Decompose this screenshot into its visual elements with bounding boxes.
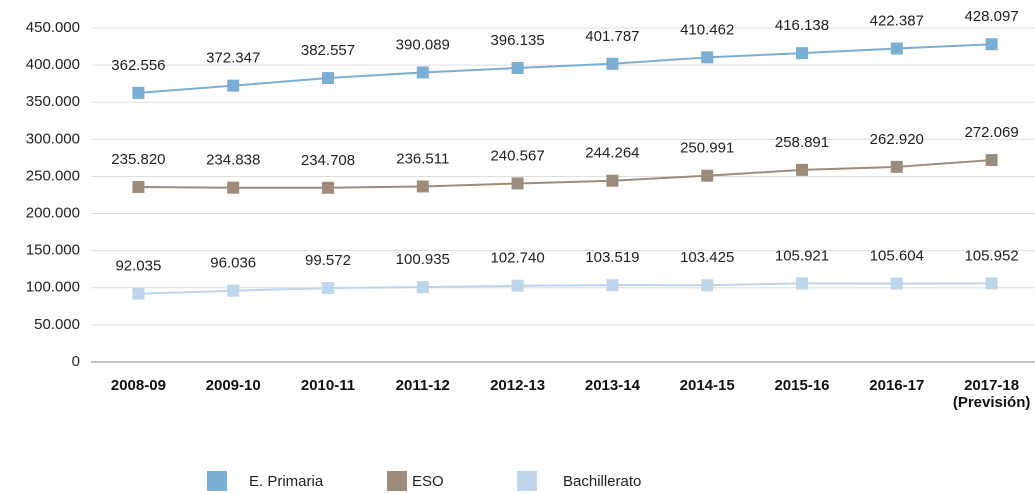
data-label: 92.035: [115, 258, 161, 275]
data-label: 401.787: [585, 28, 639, 45]
legend-swatch: [517, 471, 537, 491]
legend-label: Bachillerato: [563, 473, 641, 490]
y-tick-label: 200.000: [26, 205, 80, 222]
marker: [796, 277, 808, 290]
marker: [416, 180, 429, 193]
marker: [796, 163, 808, 176]
data-label: 382.557: [301, 42, 355, 59]
marker: [606, 57, 619, 70]
marker: [227, 284, 240, 297]
x-tick-label: 2009-10: [205, 377, 261, 394]
marker: [132, 180, 145, 193]
data-label: 100.935: [396, 251, 450, 268]
marker: [322, 282, 334, 295]
y-tick-label: 300.000: [26, 130, 80, 147]
data-label: 234.838: [206, 152, 260, 169]
data-label: 103.519: [585, 249, 639, 266]
data-label: 96.036: [210, 255, 256, 272]
data-label: 410.462: [680, 21, 734, 38]
y-tick-label: 50.000: [34, 316, 80, 333]
marker: [511, 61, 524, 74]
marker: [227, 181, 240, 194]
marker: [606, 174, 619, 187]
y-tick-label: 0: [72, 353, 80, 370]
x-tick-label: 2010-11: [300, 377, 356, 394]
marker: [701, 279, 714, 292]
x-tick-label: 2013-14: [584, 377, 640, 394]
marker: [985, 38, 998, 51]
x-tick-label: 2014-15: [679, 377, 735, 394]
marker: [511, 279, 524, 292]
data-label: 240.567: [490, 147, 544, 164]
y-tick-label: 100.000: [26, 279, 80, 296]
data-label: 262.920: [870, 131, 924, 148]
data-label: 99.572: [305, 252, 351, 269]
marker: [890, 42, 903, 55]
legend-swatch: [207, 471, 227, 491]
marker: [890, 277, 903, 290]
data-label: 105.921: [775, 247, 829, 264]
marker: [322, 181, 334, 194]
legend-label: E. Primaria: [249, 473, 324, 490]
data-label: 236.511: [396, 150, 449, 167]
data-label: 250.991: [680, 140, 734, 157]
data-label: 428.097: [964, 8, 1018, 25]
x-tick-label: 2011-12: [395, 377, 450, 394]
marker: [606, 279, 619, 292]
x-tick-label: 2008-09: [110, 377, 166, 394]
data-label: 105.952: [964, 247, 1018, 264]
data-label: 396.135: [490, 32, 544, 49]
series-line: [138, 43, 992, 94]
legend-label: ESO: [412, 473, 444, 490]
data-label: 234.708: [301, 152, 355, 169]
y-tick-label: 150.000: [26, 242, 80, 259]
data-label: 416.138: [775, 17, 829, 34]
marker: [227, 79, 240, 92]
x-tick-label: 2015-16: [774, 377, 830, 394]
data-label: 102.740: [490, 250, 544, 267]
marker: [416, 66, 429, 79]
marker: [416, 281, 429, 294]
data-label: 422.387: [870, 12, 924, 29]
marker: [701, 169, 714, 182]
data-label: 105.604: [870, 248, 924, 265]
series-line: [138, 159, 992, 189]
y-tick-label: 350.000: [26, 93, 80, 110]
y-tick-label: 450.000: [26, 19, 80, 36]
data-label: 390.089: [396, 36, 450, 53]
data-label: 362.556: [111, 57, 165, 74]
data-label: 235.820: [111, 151, 165, 168]
x-tick-label: 2016-17: [869, 377, 925, 394]
data-label: 103.425: [680, 249, 734, 266]
x-tick-label: 2012-13: [490, 377, 546, 394]
data-label: 244.264: [585, 145, 639, 162]
marker: [985, 277, 998, 290]
data-label: 372.347: [206, 50, 260, 67]
marker: [796, 47, 808, 60]
y-tick-label: 400.000: [26, 56, 80, 73]
series-line: [138, 282, 992, 295]
y-tick-label: 250.000: [26, 167, 80, 184]
marker: [132, 86, 145, 99]
data-label: 258.891: [775, 134, 829, 151]
x-tick-label: 2017-18 (Previsión): [952, 377, 1031, 411]
data-label: 272.069: [964, 124, 1018, 141]
marker: [985, 154, 998, 167]
marker: [132, 287, 145, 300]
marker: [511, 177, 524, 190]
marker: [322, 72, 334, 85]
marker: [701, 51, 714, 64]
legend-swatch: [387, 471, 407, 491]
marker: [890, 160, 903, 173]
